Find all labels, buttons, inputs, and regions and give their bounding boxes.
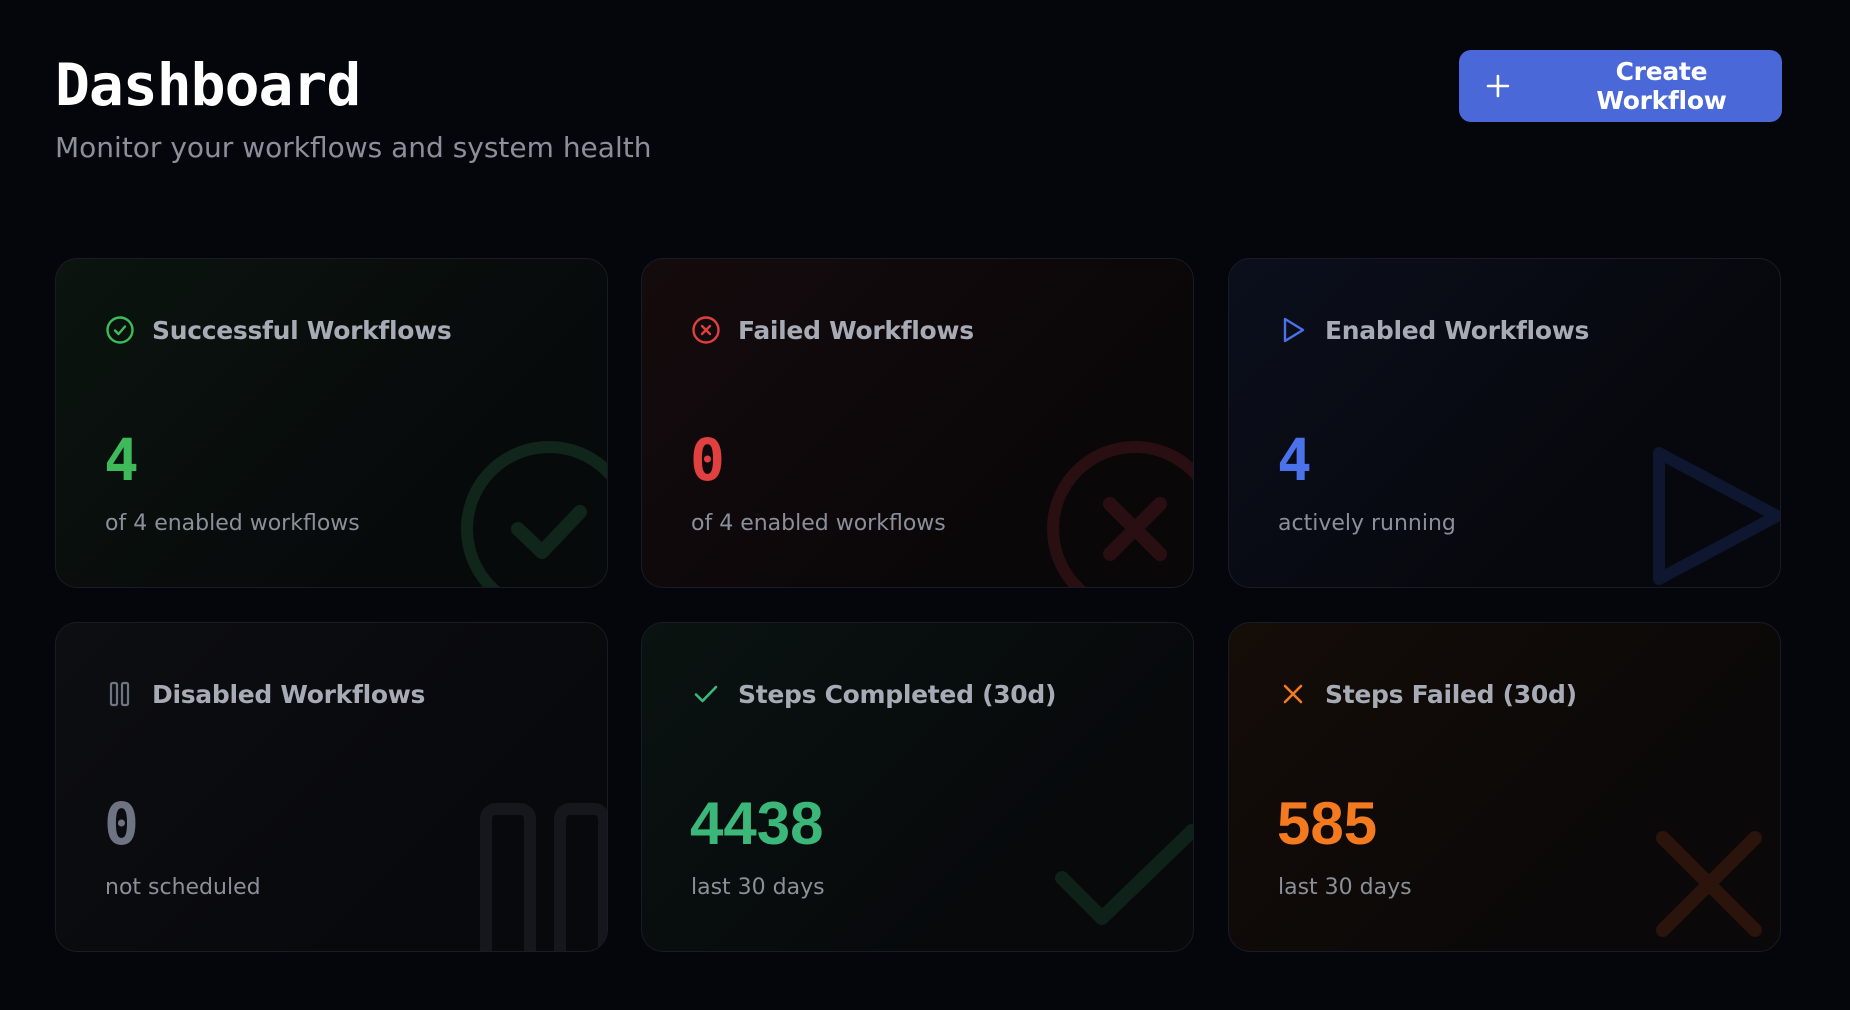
steps-failed-card[interactable]: Steps Failed (30d) 585 last 30 days [1228,622,1781,952]
card-header: Steps Failed (30d) [1278,679,1577,709]
card-value: 4438 [690,790,824,857]
check-circle-bg-icon [461,441,607,587]
x-icon [1278,679,1308,709]
card-title: Steps Completed (30d) [738,679,1057,709]
card-title: Failed Workflows [738,315,974,345]
card-subtitle: not scheduled [105,875,261,900]
play-icon [1278,315,1308,345]
card-title: Steps Failed (30d) [1325,679,1577,709]
check-circle-icon [105,315,135,345]
play-bg-icon [1653,447,1780,585]
card-title: Successful Workflows [152,315,452,345]
card-header: Steps Completed (30d) [691,679,1056,709]
card-value: 4 [104,426,139,494]
card-value: 0 [104,790,139,858]
card-subtitle: last 30 days [1278,875,1412,900]
card-title: Enabled Workflows [1325,315,1590,345]
create-workflow-button[interactable]: Create Workflow [1459,50,1782,122]
failed-workflows-card[interactable]: Failed Workflows 0 of 4 enabled workflow… [641,258,1194,588]
x-bg-icon [1656,831,1762,937]
pause-icon [105,679,135,709]
card-value: 585 [1277,790,1378,857]
pause-bg-icon [480,803,607,951]
card-header: Disabled Workflows [105,679,425,709]
card-subtitle: actively running [1278,511,1456,536]
create-workflow-label: Create Workflow [1596,57,1727,115]
card-subtitle: of 4 enabled workflows [105,511,360,536]
card-subtitle: last 30 days [691,875,825,900]
card-header: Failed Workflows [691,315,974,345]
steps-completed-card[interactable]: Steps Completed (30d) 4438 last 30 days [641,622,1194,952]
x-circle-icon [691,315,721,345]
card-subtitle: of 4 enabled workflows [691,511,946,536]
successful-workflows-card[interactable]: Successful Workflows 4 of 4 enabled work… [55,258,608,588]
enabled-workflows-card[interactable]: Enabled Workflows 4 actively running [1228,258,1781,588]
card-header: Successful Workflows [105,315,452,345]
page-title: Dashboard [55,51,361,119]
card-header: Enabled Workflows [1278,315,1589,345]
card-value: 4 [1277,426,1312,494]
plus-icon [1486,74,1510,98]
page-subtitle: Monitor your workflows and system health [55,131,652,164]
card-title: Disabled Workflows [152,679,426,709]
x-circle-bg-icon [1047,441,1193,587]
page-header: Dashboard Monitor your workflows and sys… [55,52,651,166]
check-icon [691,679,721,709]
disabled-workflows-card[interactable]: Disabled Workflows 0 not scheduled [55,622,608,952]
check-bg-icon [1055,824,1193,925]
card-value: 0 [690,426,725,494]
